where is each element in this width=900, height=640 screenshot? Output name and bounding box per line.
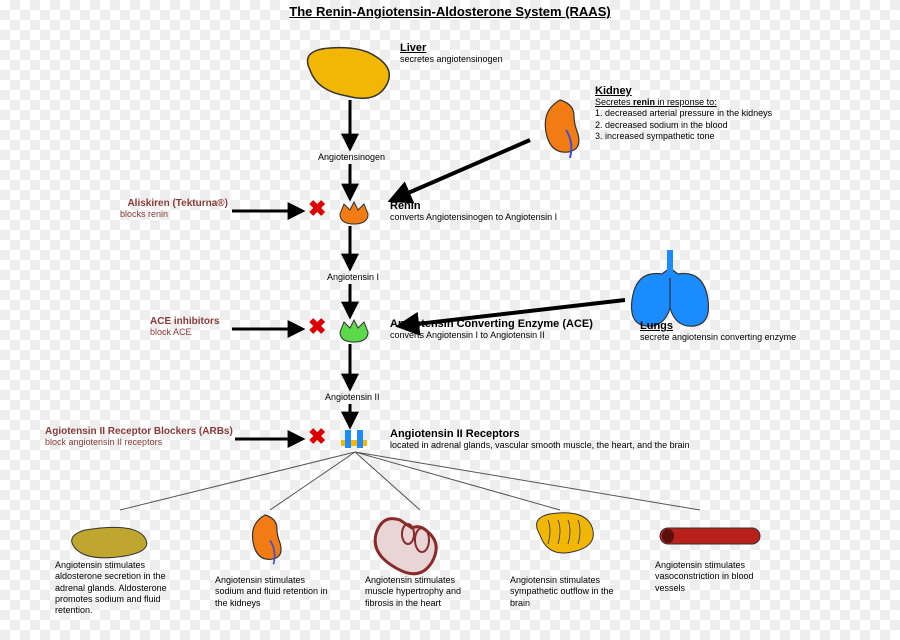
drug3-label: Agiotensin II Receptor Blockers (ARBs) b… (45, 426, 235, 448)
drug1-label: Aliskiren (Tekturna®) blocks renin (120, 198, 228, 220)
renin-label: Renin converts Angiotensinogen to Angiot… (390, 200, 557, 223)
effect-brain-label: Angiotensin stimulates sympathetic outfl… (510, 575, 620, 609)
cross-icon-2: ✖ (308, 314, 326, 340)
diagram-title: The Renin-Angiotensin-Aldosterone System… (289, 4, 610, 19)
receptors-label: Angiotensin II Receptors located in adre… (390, 428, 750, 451)
liver-label: Liver secretes angiotensinogen (400, 42, 503, 65)
angiotensinogen-label: Angiotensinogen (318, 152, 385, 163)
drug2-label: ACE inhibitors block ACE (150, 316, 230, 338)
kidney-label: Kidney Secretes renin in response to: 1.… (595, 85, 815, 142)
angiotensin1-label: Angiotensin I (327, 272, 379, 283)
effect-vessel-label: Angiotensin stimulates vasoconstriction … (655, 560, 775, 594)
lungs-label: Lungs secrete angiotensin converting enz… (640, 320, 840, 343)
cross-icon-1: ✖ (308, 196, 326, 222)
ace-label: Angiotensin Converting Enzyme (ACE) conv… (390, 318, 620, 341)
angiotensin2-label: Angiotensin II (325, 392, 380, 403)
effect-kidney-label: Angiotensin stimulates sodium and fluid … (215, 575, 330, 609)
effect-heart-label: Angiotensin stimulates muscle hypertroph… (365, 575, 485, 609)
effect-adrenal-label: Angiotensin stimulates aldosterone secre… (55, 560, 175, 616)
cross-icon-3: ✖ (308, 424, 326, 450)
